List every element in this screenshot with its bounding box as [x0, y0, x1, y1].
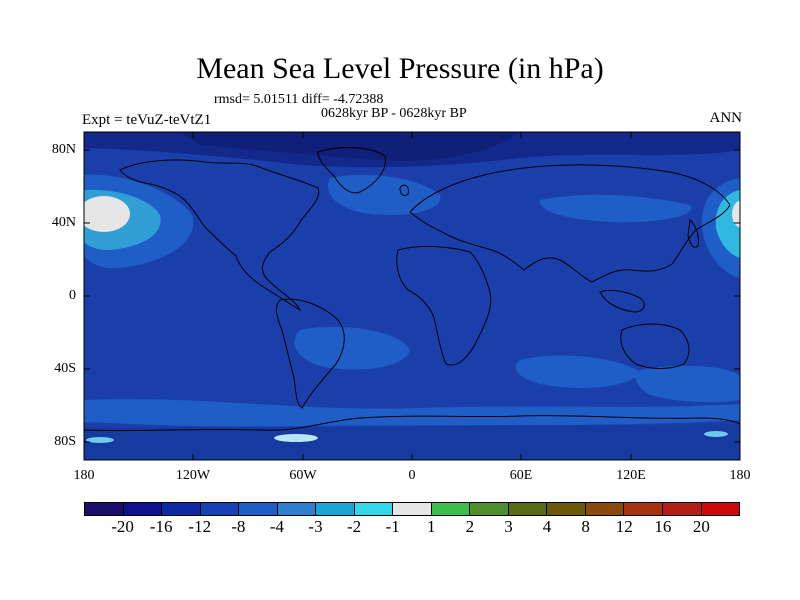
- antarctic-light-spot-3: [704, 431, 728, 437]
- field-layer: [84, 132, 740, 460]
- colorbar-swatch: [431, 503, 471, 515]
- colorbar-swatch: [316, 503, 355, 515]
- japan-coast: [687, 218, 699, 248]
- colorbar-label: 12: [615, 517, 633, 536]
- colorbar-swatch: [123, 503, 163, 515]
- eurasia-band: [539, 194, 692, 223]
- colorbar: [84, 502, 740, 516]
- coastlines: [84, 146, 740, 432]
- uk-coast: [399, 184, 409, 197]
- colorbar-label: -4: [269, 517, 285, 536]
- lon-label-120w: 120W: [175, 468, 211, 483]
- lat-label-40s: 40S: [54, 361, 76, 376]
- south-america-coast: [275, 298, 345, 409]
- indian-ocean-patch: [515, 355, 640, 388]
- colorbar-label: 3: [504, 517, 513, 536]
- colorbar-swatch: [585, 503, 625, 515]
- colorbar-swatch: [624, 503, 663, 515]
- colorbar-label: 8: [581, 517, 590, 536]
- stats-subtitle: rmsd= 5.01511 diff= -4.72388: [214, 92, 384, 107]
- lat-label-80n: 80N: [51, 142, 76, 157]
- lon-label-180-west: 180: [73, 468, 95, 483]
- lat-label-40n: 40N: [51, 215, 76, 230]
- australia-coast: [620, 323, 690, 369]
- antarctic-light-spot: [274, 434, 318, 442]
- colorbar-label: 2: [465, 517, 475, 536]
- colorbar-swatch: [393, 503, 432, 515]
- axis-ticks: [84, 132, 740, 460]
- colorbar-label: 1: [427, 517, 436, 536]
- colorbar-label: 4: [542, 517, 552, 536]
- experiment-label: Expt = teVuZ-teVtZ1: [82, 112, 212, 128]
- colorbar-label: -8: [231, 517, 246, 536]
- antarctic-dark-region: [84, 424, 740, 460]
- lon-label-0: 0: [408, 468, 416, 483]
- colorbar-swatch: [85, 503, 124, 515]
- lat-label-80s: 80S: [54, 434, 76, 449]
- antarctica-coast: [84, 415, 740, 432]
- plot-title: Mean Sea Level Pressure (in hPa): [196, 52, 604, 85]
- colorbar-label: 20: [692, 517, 710, 536]
- north-atlantic-patch: [328, 174, 441, 216]
- lon-label-60e: 60E: [509, 468, 533, 483]
- colorbar-swatch: [354, 503, 394, 515]
- north-america-coast: [119, 159, 320, 312]
- colorbar-swatch: [547, 503, 586, 515]
- lon-label-120e: 120E: [616, 468, 646, 483]
- colorbar-swatch: [162, 503, 201, 515]
- north-pacific-east-max: [732, 200, 740, 228]
- colorbar-swatch: [200, 503, 240, 515]
- colorbar-label: -12: [188, 517, 212, 536]
- greenland-coast: [317, 146, 386, 194]
- lon-label-60w: 60W: [289, 468, 317, 483]
- south-pacific-patch: [635, 365, 740, 402]
- maritime-continent-coast: [599, 289, 645, 313]
- antarctic-light-spot-2: [86, 437, 114, 443]
- colorbar-swatch: [508, 503, 548, 515]
- lat-label-0: 0: [69, 288, 76, 303]
- arctic-dark-core: [180, 132, 520, 161]
- colorbar-swatch: [470, 503, 509, 515]
- colorbar-label: -2: [347, 517, 362, 536]
- season-label: ANN: [709, 110, 743, 126]
- colorbar-label: -20: [111, 517, 134, 536]
- colorbar-label: 16: [654, 517, 672, 536]
- africa-coast: [396, 245, 492, 366]
- colorbar-swatch: [701, 503, 740, 515]
- colorbar-swatch: [239, 503, 278, 515]
- eurasia-coast: [409, 164, 731, 283]
- colorbar-label: -16: [149, 517, 173, 536]
- north-pacific-west-max: [84, 196, 130, 232]
- south-atlantic-patch: [294, 326, 410, 370]
- period-subtitle: 0628kyr BP - 0628kyr BP: [321, 106, 467, 121]
- colorbar-label: -1: [385, 517, 400, 536]
- lon-label-180-east: 180: [729, 468, 751, 483]
- colorbar-swatch: [277, 503, 317, 515]
- colorbar-swatch: [662, 503, 702, 515]
- colorbar-label: -3: [308, 517, 323, 536]
- southern-ocean-band: [84, 399, 740, 427]
